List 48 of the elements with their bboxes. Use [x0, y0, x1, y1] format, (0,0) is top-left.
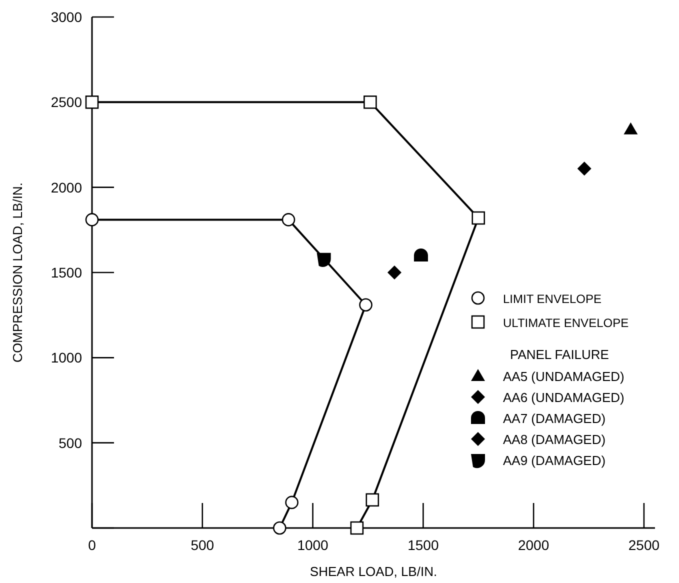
point [577, 162, 592, 176]
axis-tick: 2000 [518, 503, 550, 553]
y-tick-label: 1500 [50, 264, 82, 280]
legend-label: AA8 (DAMAGED) [503, 432, 606, 447]
y-tick-label: 3000 [50, 9, 82, 25]
axis-tick: 500 [190, 503, 214, 553]
y-tick-label: 2500 [50, 94, 82, 110]
legend-label: ULTIMATE ENVELOPE [503, 316, 629, 330]
legend-label: AA5 (UNDAMAGED) [503, 369, 624, 384]
point [359, 298, 372, 312]
x-tick-label: 2500 [628, 537, 660, 553]
point [387, 266, 402, 280]
point [414, 248, 428, 262]
x-tick-label: 500 [190, 537, 214, 553]
axis-tick: 0 [88, 503, 96, 553]
legend-label: AA6 (UNDAMAGED) [503, 390, 624, 405]
point [472, 211, 486, 225]
x-tick-label: 0 [88, 537, 96, 553]
point [350, 521, 364, 535]
legend-label: AA9 (DAMAGED) [503, 453, 606, 468]
point [316, 252, 331, 267]
y-tick-label: 2000 [50, 179, 82, 196]
point [366, 493, 380, 507]
legend-label: AA7 (DAMAGED) [503, 411, 606, 426]
point [624, 122, 638, 134]
y-tick-label: 500 [58, 434, 82, 451]
legend-label: LIMIT ENVELOPE [503, 292, 602, 306]
axis-tick: 2000 [50, 179, 114, 196]
axis-tick: 500 [58, 434, 114, 451]
point [282, 213, 296, 226]
axis-tick: 1000 [50, 350, 114, 366]
point [285, 496, 298, 510]
point [273, 521, 286, 535]
axis-tick: 2500 [628, 503, 660, 553]
axis-tick: 1000 [297, 503, 328, 553]
x-tick-label: 2000 [518, 537, 550, 553]
axis-tick: 1500 [408, 503, 439, 553]
x-tick-label: 1000 [297, 537, 329, 553]
y-axis-title: COMPRESSION LOAD, LB/IN. [10, 182, 25, 362]
point [364, 96, 377, 109]
point [85, 96, 99, 109]
legend-title: PANEL FAILURE [510, 347, 610, 362]
x-axis-title: SHEAR LOAD, LB/IN. [310, 564, 438, 579]
axis-tick: 3000 [50, 9, 114, 25]
axis-tick: 1500 [50, 264, 114, 280]
y-tick-label: 1000 [50, 350, 82, 366]
x-tick-label: 1500 [408, 537, 439, 553]
point [85, 213, 99, 226]
